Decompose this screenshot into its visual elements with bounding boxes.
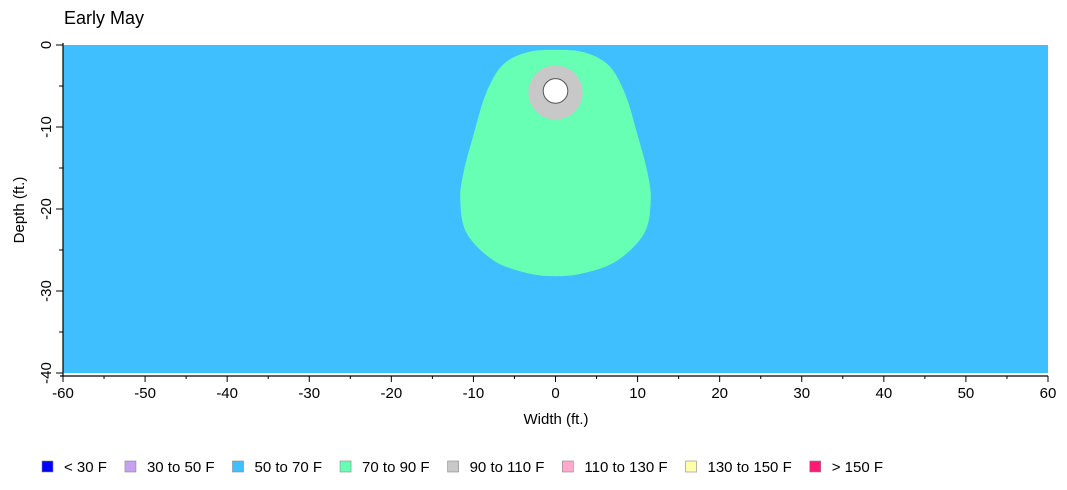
legend: < 30 F 30 to 50 F 50 to 70 F 70 to 90 F 90 t… bbox=[41, 459, 883, 476]
x-tick-label: -40 bbox=[216, 385, 238, 402]
x-tick-label: 0 bbox=[551, 385, 559, 402]
y-axis-label: Depth (ft.) bbox=[11, 177, 28, 244]
legend-label: 50 to 70 F bbox=[255, 459, 323, 476]
chart-title: Early May bbox=[64, 8, 144, 28]
y-tick-label: -40 bbox=[38, 362, 55, 384]
legend-label: 30 to 50 F bbox=[147, 459, 215, 476]
legend-swatch bbox=[685, 460, 697, 473]
x-tick-label: -50 bbox=[134, 385, 156, 402]
legend-swatch bbox=[562, 460, 574, 473]
x-axis-label: Width (ft.) bbox=[523, 411, 588, 428]
legend-label: 90 to 110 F bbox=[470, 459, 545, 476]
x-tick-label: 60 bbox=[1040, 385, 1057, 402]
x-tick-label: 20 bbox=[711, 385, 728, 402]
axes: -60 -50 -40 -30 -20 -10 0 10 20 30 40 50 60 0 -10 -20 -3… bbox=[38, 41, 1056, 402]
legend-swatch bbox=[809, 460, 822, 473]
y-tick-label: -30 bbox=[38, 280, 55, 302]
x-tick-label: 30 bbox=[793, 385, 810, 402]
x-tick-label: 50 bbox=[958, 385, 975, 402]
region-pipe bbox=[542, 78, 569, 104]
y-tick-label: -20 bbox=[38, 198, 55, 220]
legend-label: 70 to 90 F bbox=[362, 459, 430, 476]
legend-label: 110 to 130 F bbox=[584, 459, 667, 476]
plot-area bbox=[63, 45, 1048, 373]
legend-swatch bbox=[339, 460, 352, 473]
x-tick-label: 10 bbox=[629, 385, 646, 402]
x-tick-label: 40 bbox=[875, 385, 892, 402]
y-tick-label: -10 bbox=[38, 116, 55, 138]
legend-swatch bbox=[232, 460, 244, 473]
legend-swatch bbox=[41, 460, 54, 473]
legend-swatch bbox=[124, 460, 137, 473]
y-tick-label: 0 bbox=[38, 41, 55, 49]
legend-swatch bbox=[447, 460, 459, 473]
x-tick-label: -60 bbox=[52, 385, 74, 402]
x-tick-label: -10 bbox=[463, 385, 485, 402]
x-tick-label: -20 bbox=[380, 385, 402, 402]
legend-label: < 30 F bbox=[64, 459, 107, 476]
x-tick-label: -30 bbox=[298, 385, 320, 402]
legend-label: > 150 F bbox=[832, 459, 883, 476]
region-70-to-90-f bbox=[460, 49, 651, 277]
legend-label: 130 to 150 F bbox=[708, 459, 792, 476]
